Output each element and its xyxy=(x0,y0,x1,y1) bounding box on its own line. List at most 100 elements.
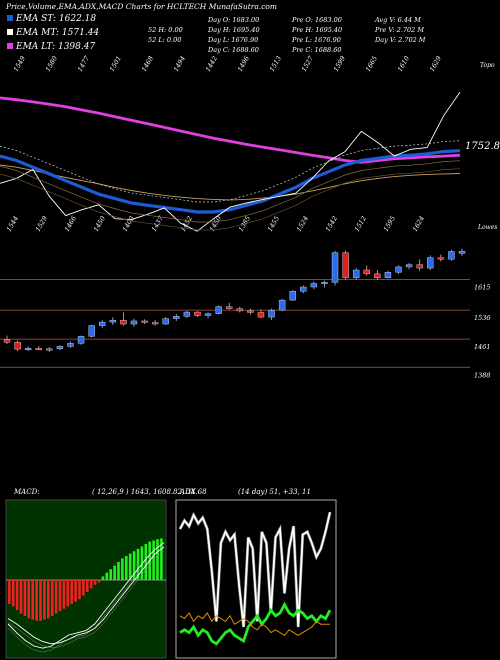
candle-body xyxy=(384,272,392,278)
legend-label-0: EMA ST: 1622.18 xyxy=(15,14,96,24)
candle-body xyxy=(151,322,159,325)
macd-bar xyxy=(144,544,148,580)
candle-body xyxy=(437,257,445,260)
stat-cell: 52 H: 0.00 xyxy=(148,26,183,34)
macd-bar xyxy=(101,576,105,580)
macd-bar xyxy=(132,551,136,580)
candle-body xyxy=(363,269,370,275)
candle-body xyxy=(268,309,275,318)
macd-bar xyxy=(47,580,50,619)
adx-line-2 xyxy=(179,612,330,637)
ema-aux-line-1 xyxy=(0,168,461,231)
legend-swatch-2 xyxy=(7,43,13,49)
candle-body xyxy=(24,348,32,351)
level-label-0: 1615 xyxy=(474,284,491,292)
top-tick: 1549 xyxy=(12,55,27,73)
candle-body xyxy=(226,306,233,309)
candle-body xyxy=(35,348,42,351)
candle-body xyxy=(342,252,349,278)
top-tick: 1610 xyxy=(396,55,411,73)
candle-body xyxy=(77,336,85,344)
top-tick: 1665 xyxy=(364,55,379,73)
candle-body xyxy=(130,320,138,325)
candle-body xyxy=(331,252,339,283)
candle-body xyxy=(173,316,180,319)
candle-body xyxy=(99,321,106,326)
macd-bar xyxy=(66,580,70,607)
macd-bar xyxy=(62,580,66,609)
macd-bar xyxy=(160,538,163,580)
macd-plot xyxy=(6,538,166,653)
adx-line-1 xyxy=(179,601,332,646)
macd-bar xyxy=(78,580,81,600)
candle-body xyxy=(120,319,127,325)
adx-label: ADX xyxy=(179,488,197,496)
ema-line-1 xyxy=(0,149,461,214)
candle-body xyxy=(427,257,434,269)
candle-body xyxy=(321,282,328,285)
top-tick: 1501 xyxy=(108,55,123,73)
macd-bar xyxy=(109,569,112,580)
bottom-tick: 1524 xyxy=(295,215,310,233)
macd-bar xyxy=(50,580,54,616)
stat-cell: Pre L: 1676.90 xyxy=(291,36,341,44)
ema-top-ticks: 1549 1580 1477 1501 1468 1494 1442 1496 1513 1527… xyxy=(12,54,443,73)
candle-panel-corner-label: Lowes xyxy=(477,224,497,231)
ema-price-label: 1752.80 xyxy=(465,141,500,152)
bottom-tick: 1403 xyxy=(121,215,136,233)
macd-bar xyxy=(93,580,97,585)
adx-values: (14 day) 51, +33, 11 xyxy=(238,488,311,496)
macd-bar xyxy=(8,580,11,604)
macd-bar xyxy=(70,580,73,604)
candle-body xyxy=(162,318,169,325)
macd-bar xyxy=(117,562,120,580)
stat-cell: Pre O: 1683.00 xyxy=(291,16,342,24)
stat-cell: Day C: 1688.60 xyxy=(207,46,259,54)
level-label-2: 1461 xyxy=(474,343,491,351)
stat-cell: Day H: 1695.40 xyxy=(207,26,260,34)
top-tick: 1599 xyxy=(332,55,347,73)
bottom-tick: 1512 xyxy=(353,215,368,233)
macd-bar xyxy=(128,553,132,580)
macd-bar xyxy=(39,580,42,621)
candle-body xyxy=(88,325,95,337)
top-tick: 1468 xyxy=(140,55,155,73)
stat-cell: Pre C: 1688.60 xyxy=(291,46,342,54)
ema-panel-corner-label: Topo xyxy=(480,62,495,69)
top-tick: 1477 xyxy=(76,54,92,73)
top-tick: 1527 xyxy=(300,54,316,73)
top-tick: 1629 xyxy=(428,55,443,73)
candle-body xyxy=(458,251,466,254)
level-label-1: 1536 xyxy=(474,314,491,322)
bottom-tick: 1450 xyxy=(92,215,107,233)
macd-bar xyxy=(86,580,89,592)
macd-bar xyxy=(136,548,140,580)
ema-aux-line-0 xyxy=(0,160,461,223)
macd-values: ( 12,26,9 ) 1643, 1608.82, 34.68 xyxy=(92,488,207,496)
candle-body xyxy=(395,266,402,273)
macd-line-shadow-1 xyxy=(7,550,165,649)
bottom-tick: 1542 xyxy=(324,215,339,233)
adx-line-0 xyxy=(179,511,331,628)
candle-body xyxy=(374,273,381,278)
candle-body xyxy=(247,310,254,313)
macd-bar xyxy=(140,546,144,580)
macd-bar xyxy=(43,580,46,620)
candle-body xyxy=(204,313,212,316)
bottom-tick: 1455 xyxy=(266,215,281,233)
top-tick: 1496 xyxy=(236,55,251,73)
macd-bar xyxy=(105,572,109,580)
ema-line-2 xyxy=(0,164,461,201)
chart-title: Price,Volume,EMA,ADX,MACD Charts for HCL… xyxy=(5,2,277,11)
adx-plot xyxy=(178,511,332,646)
legend-swatch-0 xyxy=(7,15,13,21)
candle-body xyxy=(236,308,243,312)
macd-bar xyxy=(35,580,38,621)
macd-bar xyxy=(11,580,15,607)
stat-cell: Day O: 1683.00 xyxy=(207,16,259,24)
candle-body xyxy=(278,299,286,311)
macd-bar xyxy=(19,580,23,614)
candle-body xyxy=(141,320,148,323)
stats-table: Day O: 1683.00 Pre O: 1683.00 Avg V: 6.44 … xyxy=(148,16,426,54)
